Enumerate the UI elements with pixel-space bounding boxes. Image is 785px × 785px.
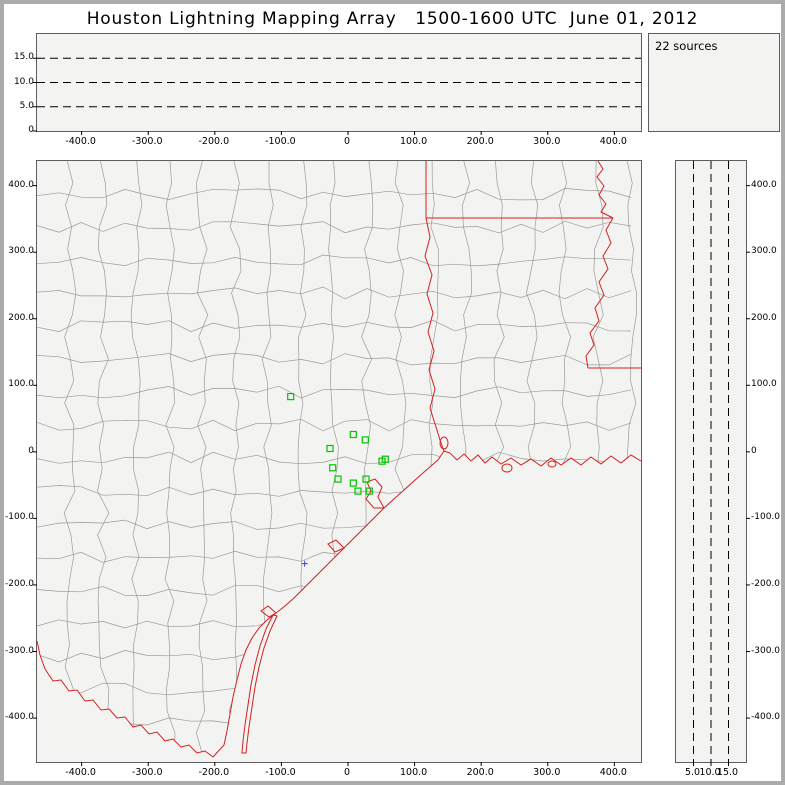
tick-label: -200.0 bbox=[198, 767, 230, 778]
tick-label: -200.0 bbox=[5, 578, 35, 589]
tick-label: -300.0 bbox=[5, 645, 35, 656]
tick-label: 0 bbox=[343, 767, 351, 778]
panel-altitude-vs-north-south bbox=[675, 160, 750, 766]
tick-label: -200.0 bbox=[751, 578, 781, 589]
station-marker bbox=[361, 436, 369, 444]
tick-label: 300.0 bbox=[533, 136, 561, 147]
tick-label: -400.0 bbox=[5, 712, 35, 723]
tick-label: -200.0 bbox=[198, 136, 230, 147]
station-marker bbox=[326, 444, 334, 453]
panel-plan-view-map bbox=[33, 160, 642, 766]
rio-grande bbox=[36, 640, 214, 758]
station-marker bbox=[349, 479, 357, 487]
station-marker bbox=[349, 430, 357, 439]
coastal-lake bbox=[547, 460, 557, 468]
panel-source-count: 22 sources bbox=[648, 33, 780, 132]
tick-label: 400.0 bbox=[8, 179, 34, 190]
panel-altitude-vs-east-west bbox=[33, 33, 642, 135]
tick-label: 400.0 bbox=[751, 179, 777, 190]
tick-label: -300.0 bbox=[131, 767, 163, 778]
tick-label: -100.0 bbox=[5, 512, 35, 523]
altitude-north-south-plot bbox=[693, 161, 750, 766]
map-axis-ticks bbox=[33, 185, 615, 766]
tick-label: 0 bbox=[343, 136, 351, 147]
tick-label: 0 bbox=[751, 445, 757, 456]
station-marker bbox=[329, 464, 337, 472]
river-south bbox=[585, 217, 614, 369]
tick-label: 100.0 bbox=[399, 136, 428, 147]
coastal-bay bbox=[260, 605, 277, 618]
coastal-lake bbox=[501, 463, 513, 473]
coastal-bay bbox=[365, 478, 385, 509]
tick-label: 100.0 bbox=[8, 379, 34, 390]
coastline bbox=[212, 450, 642, 758]
coastal-lake bbox=[439, 436, 449, 450]
station-marker bbox=[287, 393, 295, 401]
tick-label: -100.0 bbox=[265, 136, 296, 147]
tick-label: 200.0 bbox=[751, 312, 777, 323]
station-marker bbox=[381, 455, 389, 463]
station-marker bbox=[362, 475, 370, 483]
station-marker bbox=[354, 487, 362, 495]
coastal-bay bbox=[327, 539, 345, 553]
tick-label: 10.0 bbox=[13, 76, 34, 87]
padre-island bbox=[241, 614, 278, 754]
figure-title: Houston Lightning Mapping Array 1500-160… bbox=[86, 9, 699, 29]
tick-label: 15.0 bbox=[13, 52, 34, 63]
texas-louisiana-border bbox=[424, 217, 445, 452]
tick-label: 5.0 bbox=[19, 100, 34, 111]
tick-label: 400.0 bbox=[599, 767, 627, 778]
river-north bbox=[596, 160, 614, 219]
aux-marker bbox=[301, 560, 308, 567]
tick-label: 10.0 bbox=[699, 767, 721, 778]
station-marker bbox=[365, 487, 373, 495]
tick-label: 0 bbox=[28, 445, 34, 456]
plan-view-map bbox=[33, 160, 642, 766]
tick-label: -100.0 bbox=[265, 767, 296, 778]
lma-station-markers bbox=[287, 393, 389, 567]
station-marker bbox=[334, 475, 342, 483]
tick-label: 200.0 bbox=[466, 136, 494, 147]
state-borders-and-coastline bbox=[36, 160, 642, 758]
tick-label: 100.0 bbox=[751, 379, 777, 390]
tick-label: -300.0 bbox=[751, 645, 781, 656]
tick-label: -100.0 bbox=[751, 512, 781, 523]
tick-label: 300.0 bbox=[533, 767, 561, 778]
tick-label: -400.0 bbox=[751, 712, 781, 723]
source-count-label: 22 sources bbox=[655, 39, 718, 53]
altitude-east-west-plot bbox=[33, 57, 641, 135]
tick-label: 100.0 bbox=[399, 767, 428, 778]
tick-label: 15.0 bbox=[716, 767, 739, 778]
tick-label: -400.0 bbox=[65, 136, 96, 147]
tick-label: 200.0 bbox=[466, 767, 494, 778]
tick-label: 300.0 bbox=[751, 246, 777, 257]
tick-label: 5.0 bbox=[684, 767, 701, 778]
tick-label: 400.0 bbox=[599, 136, 627, 147]
tick-label: 0 bbox=[28, 125, 34, 135]
tick-label: 300.0 bbox=[8, 246, 34, 257]
tick-label: 200.0 bbox=[8, 312, 34, 323]
tick-label: -300.0 bbox=[131, 136, 163, 147]
tick-label: -400.0 bbox=[65, 767, 96, 778]
state-border-lines bbox=[425, 161, 613, 219]
